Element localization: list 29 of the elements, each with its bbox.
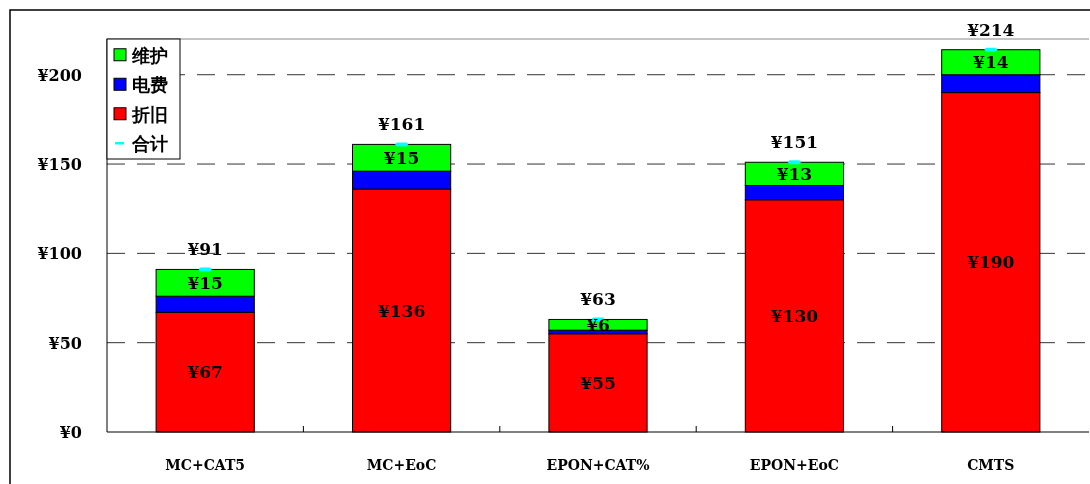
data-label: ¥15 (383, 147, 420, 168)
legend-label: 电费 (132, 74, 168, 96)
y-tick-label: ¥150 (37, 155, 82, 175)
data-label: ¥130 (770, 305, 819, 326)
y-tick-label: ¥50 (48, 333, 82, 353)
x-tick-label: EPON+EoC (749, 457, 839, 473)
data-label: ¥15 (187, 272, 223, 293)
x-tick-label: MC+CAT5 (165, 457, 246, 473)
x-tick-label: CMTS (967, 457, 1015, 473)
data-label: ¥13 (776, 163, 813, 184)
x-tick-label: MC+EoC (366, 457, 437, 473)
data-label: ¥190 (967, 252, 1015, 273)
legend-label: 合计 (131, 133, 168, 155)
data-label: ¥14 (973, 52, 1009, 73)
data-label: ¥151 (770, 132, 819, 153)
data-label: ¥91 (187, 239, 223, 260)
data-label: ¥6 (586, 314, 610, 335)
y-tick-label: ¥100 (37, 244, 82, 264)
data-label: ¥67 (187, 362, 223, 383)
data-label: ¥136 (377, 300, 426, 321)
legend-label: 维护 (131, 44, 168, 66)
data-label: ¥55 (580, 372, 616, 393)
y-tick-label: ¥200 (37, 65, 82, 85)
data-label: ¥63 (580, 289, 616, 310)
data-label: ¥214 (967, 19, 1015, 40)
data-label: ¥161 (377, 114, 426, 135)
x-tick-label: EPON+CAT% (546, 457, 650, 473)
legend-label: 折旧 (131, 103, 168, 125)
y-tick-label: ¥0 (59, 423, 82, 442)
